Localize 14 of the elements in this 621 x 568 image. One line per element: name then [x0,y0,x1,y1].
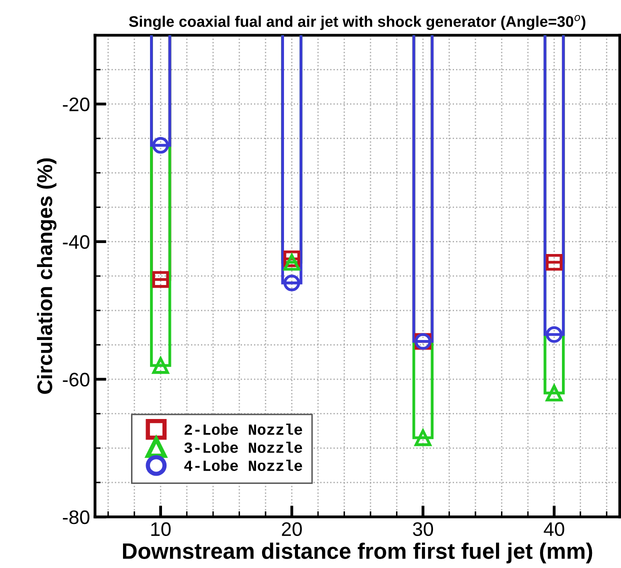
x-tick-label: 20 [282,522,302,536]
y-tick-label: -40 [62,235,90,249]
x-tick-label: 10 [151,522,171,536]
x-tick-label: 40 [544,522,564,536]
y-tick-label: -60 [62,372,90,386]
y-tick-label: -20 [62,97,90,112]
x-tick-label: 30 [412,522,434,536]
y-axis-title: Circulation changes (%) [36,158,56,394]
legend-label: 4-Lobe Nozzle [184,460,302,471]
legend-label: 2-Lobe Nozzle [184,424,302,435]
legend-label: 3-Lobe Nozzle [184,442,302,453]
chart-title: Single coaxial fual and air jet with shock generator (Angle=30$^{o}$) [129,14,586,30]
x-axis-title: Downstream distance from first fuel jet (mm) [123,542,592,564]
y-tick-label: -80 [62,510,90,524]
